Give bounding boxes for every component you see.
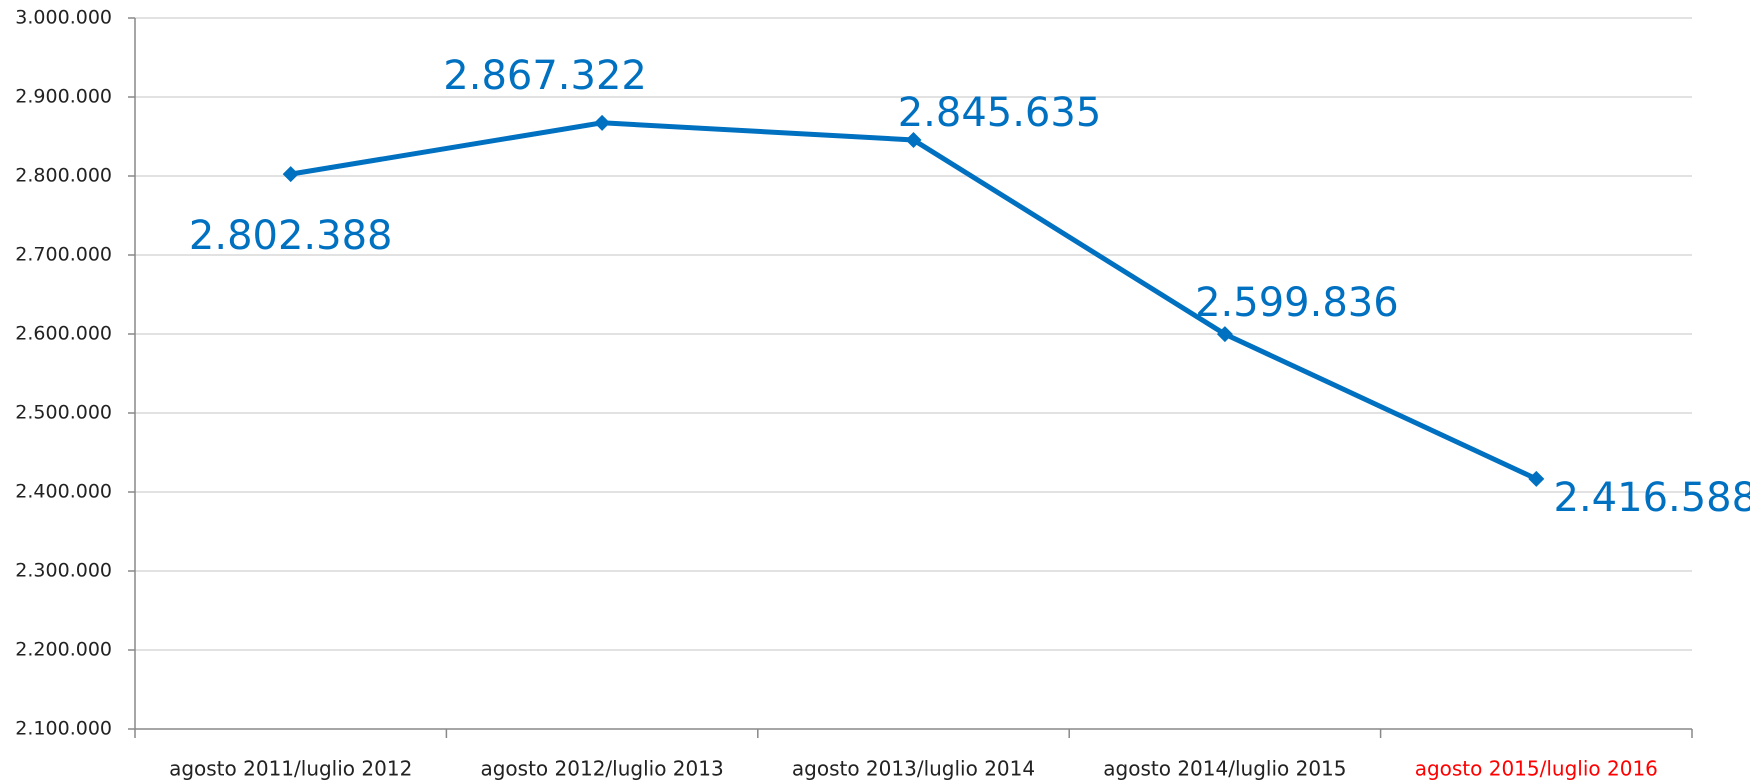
y-tick-label: 2.900.000 <box>15 86 112 108</box>
y-tick-label: 3.000.000 <box>15 7 112 29</box>
y-tick-label: 2.200.000 <box>15 639 112 661</box>
y-tick-label: 2.100.000 <box>15 718 112 740</box>
y-tick-label: 2.500.000 <box>15 402 112 424</box>
y-tick-label: 2.800.000 <box>15 165 112 187</box>
data-marker <box>905 131 922 148</box>
y-tick-label: 2.700.000 <box>15 244 112 266</box>
data-label: 2.802.388 <box>189 213 393 259</box>
x-tick-label: agosto 2013/luglio 2014 <box>792 757 1035 781</box>
data-label: 2.867.322 <box>443 53 647 99</box>
data-marker <box>1528 470 1545 487</box>
x-tick-label: agosto 2012/luglio 2013 <box>480 757 723 781</box>
y-tick-label: 2.400.000 <box>15 481 112 503</box>
x-tick-label: agosto 2015/luglio 2016 <box>1415 757 1658 781</box>
data-marker <box>1216 326 1233 343</box>
data-label: 2.845.635 <box>898 90 1102 136</box>
y-tick-label: 2.300.000 <box>15 560 112 582</box>
x-tick-label: agosto 2014/luglio 2015 <box>1103 757 1346 781</box>
data-label: 2.416.588 <box>1554 475 1750 521</box>
x-tick-label: agosto 2011/luglio 2012 <box>169 757 412 781</box>
y-tick-label: 2.600.000 <box>15 323 112 345</box>
data-marker <box>594 114 611 131</box>
data-label: 2.599.836 <box>1195 280 1399 326</box>
data-marker <box>282 166 299 183</box>
